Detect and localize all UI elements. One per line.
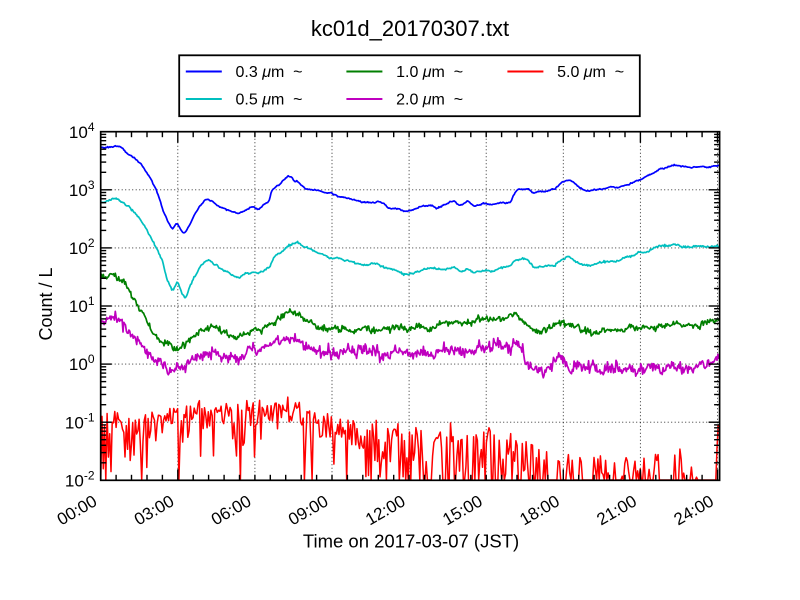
svg-text:0.3 μm ~: 0.3 μm ~ <box>236 64 303 81</box>
svg-text:2.0 μm ~: 2.0 μm ~ <box>396 92 463 109</box>
svg-text:Time on 2017-03-07 (JST): Time on 2017-03-07 (JST) <box>303 531 519 552</box>
svg-text:0.5 μm ~: 0.5 μm ~ <box>236 92 303 109</box>
svg-text:kc01d_20170307.txt: kc01d_20170307.txt <box>311 16 509 41</box>
svg-text:5.0 μm ~: 5.0 μm ~ <box>557 64 624 81</box>
svg-text:1.0 μm ~: 1.0 μm ~ <box>396 64 463 81</box>
svg-text:Count / L: Count / L <box>36 267 56 340</box>
